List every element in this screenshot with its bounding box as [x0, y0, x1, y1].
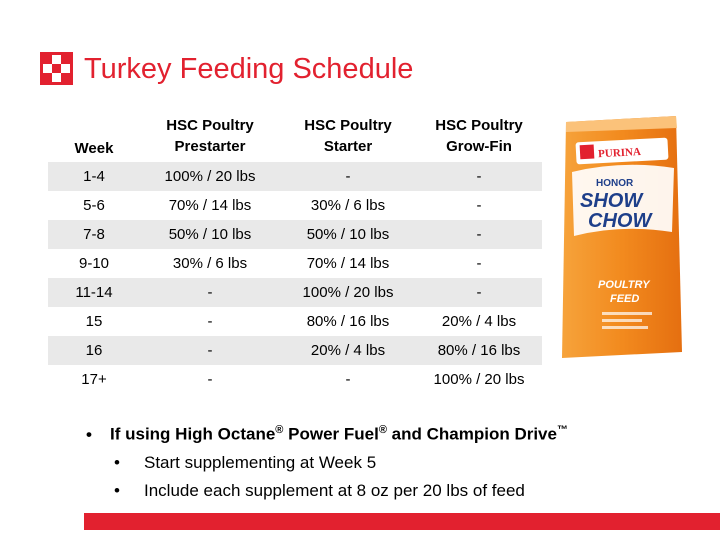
header-grow-fin: HSC Poultry Grow-Fin — [416, 110, 542, 162]
sub-bullet-text: Start supplementing at Week 5 — [144, 452, 377, 472]
table-cell: 1-4 — [48, 162, 140, 191]
table-cell: 70% / 14 lbs — [140, 191, 280, 220]
footer-red-bar — [84, 513, 720, 530]
table-row: 11-14 - 100% / 20 lbs - — [48, 278, 542, 307]
bullet-main: • If using High Octane® Power Fuel® and … — [86, 424, 568, 445]
table-cell: 30% / 6 lbs — [280, 191, 416, 220]
table-cell: 70% / 14 lbs — [280, 249, 416, 278]
bullet-dot: • — [114, 480, 120, 500]
table-cell: 16 — [48, 336, 140, 365]
header-line: HSC Poultry — [435, 117, 523, 134]
table-row: 7-8 50% / 10 lbs 50% / 10 lbs - — [48, 220, 542, 249]
sub-bullet-2: • Include each supplement at 8 oz per 20… — [114, 481, 568, 501]
header-line: Starter — [323, 138, 373, 155]
table-cell: - — [140, 336, 280, 365]
table-cell: 80% / 16 lbs — [416, 336, 542, 365]
table-cell: - — [416, 249, 542, 278]
sub-bullet-text: Include each supplement at 8 oz per 20 l… — [144, 480, 525, 500]
table-row: 16 - 20% / 4 lbs 80% / 16 lbs — [48, 336, 542, 365]
bullet-main-pre: If using High Octane — [110, 424, 276, 444]
table-cell: 9-10 — [48, 249, 140, 278]
bag-line2: SHOW — [580, 190, 644, 212]
header-week: Week — [48, 110, 140, 162]
bullet-dot: • — [86, 424, 92, 444]
registered-mark: ® — [378, 424, 387, 436]
bullet-main-mid: Power Fuel — [283, 424, 379, 444]
table-cell: 100% / 20 lbs — [140, 162, 280, 191]
table-cell: 17+ — [48, 365, 140, 394]
table-cell: 100% / 20 lbs — [416, 365, 542, 394]
bullet-main-text: If using High Octane® Power Fuel® and Ch… — [110, 424, 568, 445]
sub-bullet-1: • Start supplementing at Week 5 — [114, 453, 568, 473]
header-line: HSC Poultry — [304, 117, 392, 134]
bullet-dot: • — [114, 452, 120, 472]
trademark-mark: ™ — [556, 424, 568, 436]
table-cell: 11-14 — [48, 278, 140, 307]
table-cell: 50% / 10 lbs — [280, 220, 416, 249]
table-cell: 50% / 10 lbs — [140, 220, 280, 249]
table-cell: 15 — [48, 307, 140, 336]
header-week-label: Week — [74, 140, 114, 157]
table-cell: - — [280, 162, 416, 191]
bag-line1: HONOR — [596, 178, 634, 189]
bag-brand: PURINA — [598, 146, 641, 160]
table-cell: - — [416, 220, 542, 249]
table-row: 5-6 70% / 14 lbs 30% / 6 lbs - — [48, 191, 542, 220]
table-row: 9-10 30% / 6 lbs 70% / 14 lbs - — [48, 249, 542, 278]
table-cell: 100% / 20 lbs — [280, 278, 416, 307]
table-cell: - — [416, 191, 542, 220]
feed-bag-icon: PURINA HONOR SHOW CHOW POULTRY FEED — [562, 116, 682, 358]
table-row: 17+ - - 100% / 20 lbs — [48, 365, 542, 394]
table-cell: 30% / 6 lbs — [140, 249, 280, 278]
header-line: Grow-Fin — [446, 138, 512, 155]
table-cell: - — [140, 365, 280, 394]
feeding-schedule-table: Week HSC Poultry Prestarter HSC Poultry St… — [48, 110, 542, 394]
table-cell: 7-8 — [48, 220, 140, 249]
table-cell: - — [416, 278, 542, 307]
header-line: Prestarter — [174, 138, 246, 155]
table-cell: 20% / 4 lbs — [416, 307, 542, 336]
bag-product1: POULTRY — [598, 279, 651, 291]
bullet-list: • If using High Octane® Power Fuel® and … — [86, 424, 568, 501]
table-cell: 80% / 16 lbs — [280, 307, 416, 336]
table-row: 15 - 80% / 16 lbs 20% / 4 lbs — [48, 307, 542, 336]
table-cell: 5-6 — [48, 191, 140, 220]
table-cell: - — [140, 278, 280, 307]
table-cell: 20% / 4 lbs — [280, 336, 416, 365]
table-cell: - — [140, 307, 280, 336]
table-cell: - — [280, 365, 416, 394]
page-title: Turkey Feeding Schedule — [84, 53, 414, 85]
table-header-row: Week HSC Poultry Prestarter HSC Poultry St… — [48, 110, 542, 162]
registered-mark: ® — [275, 424, 284, 436]
table-row: 1-4 100% / 20 lbs - - — [48, 162, 542, 191]
header-line: HSC Poultry — [166, 117, 254, 134]
table-cell: - — [416, 162, 542, 191]
bag-line3: CHOW — [588, 210, 653, 232]
checkerboard-logo-icon — [40, 52, 73, 85]
header-starter: HSC Poultry Starter — [280, 110, 416, 162]
header-prestarter: HSC Poultry Prestarter — [140, 110, 280, 162]
bullet-main-post: and Champion Drive — [386, 424, 557, 444]
bag-product2: FEED — [610, 293, 639, 305]
